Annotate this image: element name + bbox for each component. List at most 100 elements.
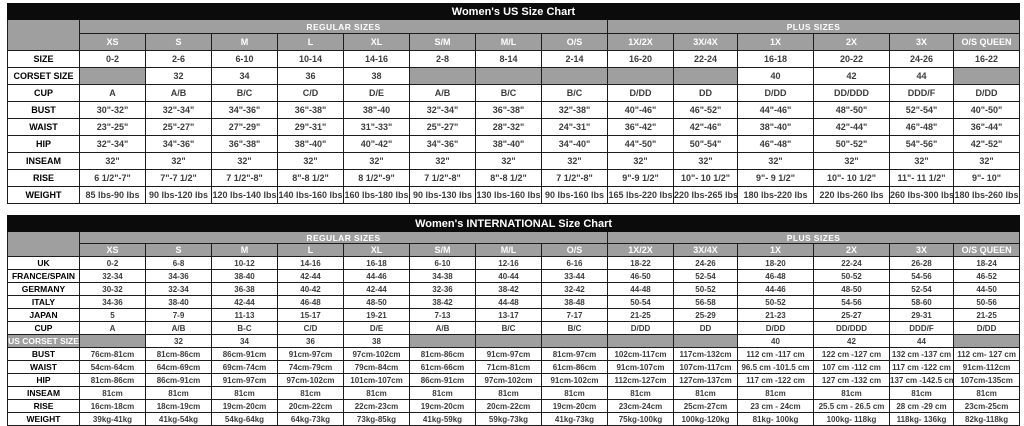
size-cell: 44 — [889, 334, 954, 348]
size-cell: 7 1/2"-8" — [541, 169, 608, 187]
size-cell: A/B — [409, 84, 476, 102]
size-cell: 42 — [813, 334, 890, 348]
table-row: INSEAM 32" 32" 32" 32" 32" 32" 32" 32" 32" 32" 32" 3… — [7, 152, 1020, 170]
size-cell: 79cm-84cm — [343, 360, 410, 374]
size-cell: 81cm — [277, 386, 344, 400]
column-header: 3X — [889, 243, 954, 257]
table-row: WAIST 23"-25" 25"-27" 27"-29" 29"-31" 31"-33"… — [7, 118, 1020, 136]
size-cell: 36"-38" — [211, 135, 278, 153]
size-cell: 41kg-73kg — [541, 412, 608, 426]
size-cell: 44"-46" — [737, 101, 814, 119]
size-cell: 23"-25" — [79, 118, 146, 136]
size-cell: 40"-42" — [343, 135, 410, 153]
size-cell: 6 1/2"-7" — [79, 169, 146, 187]
size-cell: 46"-48" — [737, 135, 814, 153]
size-cell: 86cm-91cm — [211, 347, 278, 361]
column-header: 1X/2X — [607, 33, 674, 51]
size-cell: 107 cm -112 cm — [813, 360, 890, 374]
size-cell: 25"-27" — [409, 118, 476, 136]
size-cell: B/C — [475, 84, 542, 102]
size-cell: 38-42 — [475, 282, 542, 296]
size-cell: 85 lbs-90 lbs — [79, 186, 146, 204]
table-row: INSEAM 81cm 81cm 81cm 81cm 81cm 81cm 81cm 81cm 81… — [7, 386, 1021, 400]
size-cell: 2-8 — [409, 50, 476, 68]
size-cell: 91cm-102cm — [541, 373, 608, 387]
size-cell: 91cm-97cm — [277, 347, 344, 361]
column-header: 1X — [737, 33, 814, 51]
size-cell: 28"-32" — [475, 118, 542, 136]
column-header: 3X/4X — [673, 33, 738, 51]
size-cell: 38-48 — [541, 295, 608, 309]
size-cell: 36"-38" — [277, 101, 344, 119]
size-cell: 97cm-102cm — [277, 373, 344, 387]
column-header: L — [277, 33, 344, 51]
size-cell: 117 cm -122 cm — [737, 373, 814, 387]
column-header: 2X — [813, 33, 890, 51]
size-cell: 36"-44" — [953, 118, 1020, 136]
size-cell: 10"- 10 1/2" — [673, 169, 738, 187]
size-cell: 22-24 — [813, 256, 890, 270]
size-cell: 38-42 — [409, 295, 476, 309]
size-cell: 6-10 — [211, 50, 278, 68]
size-cell: 140 lbs-160 lbs — [277, 186, 344, 204]
table-row: BUST 76cm-81cm 81cm-86cm 86cm-91cm 91cm-97cm… — [7, 347, 1021, 361]
column-header: S — [145, 243, 212, 257]
size-cell: 18-20 — [737, 256, 814, 270]
row-label: RISE — [7, 169, 80, 187]
row-label: GERMANY — [7, 282, 80, 296]
table-row: FRANCE/SPAIN 32-34 34-36 38-40 42-44 44-46 34-… — [7, 269, 1021, 283]
size-cell — [409, 67, 476, 85]
size-cell: 18-24 — [952, 256, 1021, 270]
size-cell: 2-6 — [145, 50, 212, 68]
size-cell: 34 — [211, 334, 278, 348]
size-cell: DDD/F — [889, 84, 954, 102]
size-cell: 32" — [409, 152, 476, 170]
row-label: CORSET SIZE — [7, 67, 80, 85]
size-cell: 52"-54" — [889, 101, 954, 119]
size-cell: 44-48 — [607, 282, 674, 296]
size-charts-page: Women's US Size Chart REGULAR SIZES PLUS S… — [6, 3, 1021, 426]
size-cell: 81cm — [952, 386, 1021, 400]
size-cell: 27"-29" — [211, 118, 278, 136]
size-cell: 24"-31" — [541, 118, 608, 136]
size-cell: 32-36 — [409, 282, 476, 296]
size-cell: 16-18 — [737, 50, 814, 68]
size-cell: 20cm-22cm — [475, 399, 542, 413]
size-cell: 40"-46" — [607, 101, 674, 119]
size-cell: 12-16 — [475, 256, 542, 270]
size-cell: 0-2 — [79, 50, 146, 68]
size-cell: 29"-31" — [277, 118, 344, 136]
row-label: US CORSET SIZE — [7, 334, 80, 348]
size-cell: D/E — [343, 84, 410, 102]
column-header: O/S QUEEN — [952, 243, 1021, 257]
size-cell: 74cm-79cm — [277, 360, 344, 374]
size-cell: DD — [673, 84, 738, 102]
column-header: O/S — [541, 33, 608, 51]
size-cell: 16cm-18cm — [79, 399, 146, 413]
size-cell: 81cm-86cm — [79, 373, 146, 387]
size-cell: 32" — [541, 152, 608, 170]
us-size-chart-table: Women's US Size Chart REGULAR SIZES PLUS S… — [7, 3, 1020, 204]
size-cell: 18-22 — [607, 256, 674, 270]
size-cell: 36-38 — [211, 282, 278, 296]
size-cell: 9"- 9 1/2" — [737, 169, 814, 187]
size-cell: 180 lbs-260 lbs — [953, 186, 1020, 204]
column-header: O/S — [541, 243, 608, 257]
row-label: HIP — [7, 135, 80, 153]
size-cell: 30-32 — [79, 282, 146, 296]
size-cell: 0-2 — [79, 256, 146, 270]
size-cell: 6-8 — [145, 256, 212, 270]
row-label: HIP — [7, 373, 80, 387]
size-cell: 52-54 — [889, 282, 954, 296]
size-cell: 24-26 — [673, 256, 738, 270]
table-title: Women's US Size Chart — [7, 3, 1020, 20]
size-cell: 19cm-20cm — [211, 399, 278, 413]
size-cell: 64cm-69cm — [145, 360, 212, 374]
size-cell: 34-36 — [145, 269, 212, 283]
size-cell: 54kg-64kg — [211, 412, 278, 426]
size-cell: 36 — [277, 67, 344, 85]
size-cell: 7-17 — [541, 308, 608, 322]
size-cell: 40 — [737, 334, 814, 348]
size-cell: A/B — [145, 84, 212, 102]
size-cell: 31"-33" — [343, 118, 410, 136]
